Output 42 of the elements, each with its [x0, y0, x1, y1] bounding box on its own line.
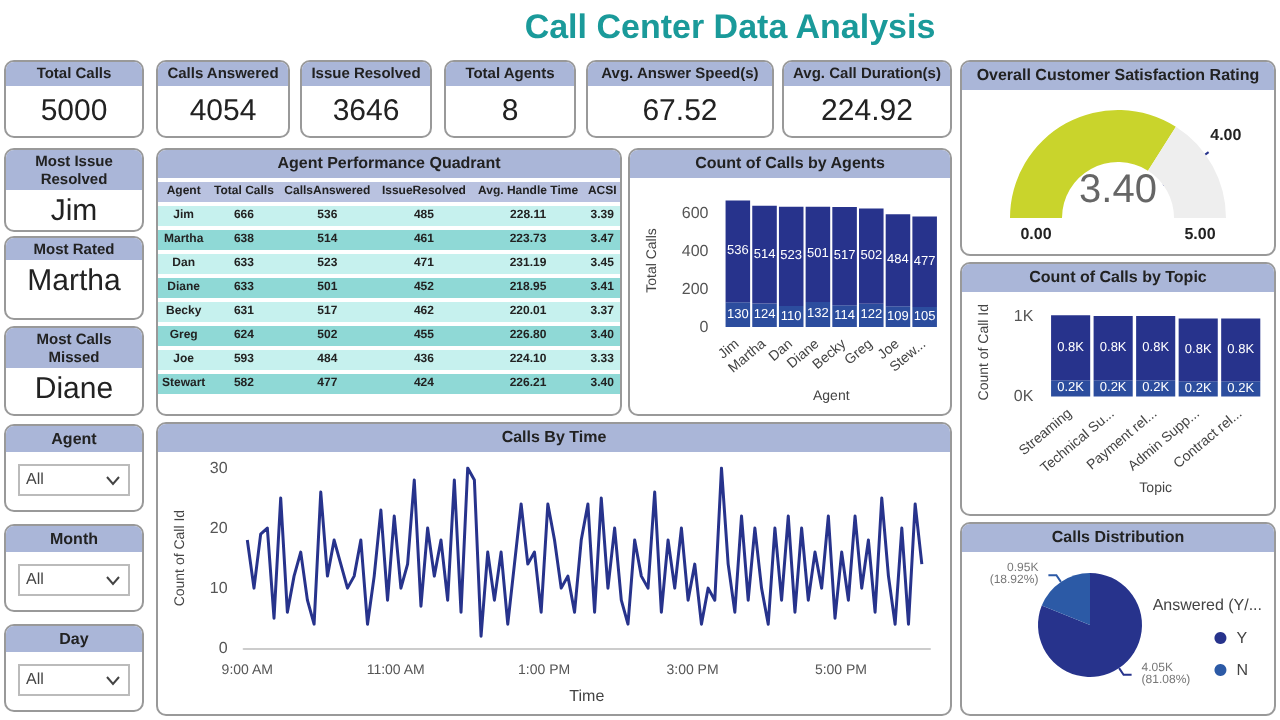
bar — [1051, 315, 1091, 381]
text: All — [18, 464, 130, 496]
chart-title: Count of Calls by Topic — [962, 264, 1274, 292]
y-tick-label: 200 — [681, 279, 710, 298]
y-tick-label: 400 — [681, 241, 710, 260]
y-tick-label: 1K — [1013, 307, 1035, 326]
y-tick-label: 30 — [209, 459, 229, 477]
text: Agent — [6, 426, 142, 452]
line-series — [245, 466, 924, 638]
text: 5000 — [40, 94, 108, 128]
chart-title: Calls Distribution — [962, 524, 1274, 552]
text: Diane — [32, 370, 116, 410]
text: 4054 — [189, 94, 257, 128]
y-tick-label: 0 — [699, 317, 710, 336]
text: 67.52 — [642, 94, 718, 128]
chart-title: Overall Customer Satisfaction Rating — [962, 62, 1274, 90]
legend-title: Answered (Y/... — [1152, 596, 1262, 615]
text: 5.00 — [1184, 225, 1217, 243]
text: Agent Performance Quadrant — [158, 150, 620, 178]
y-tick-label: 600 — [681, 204, 710, 222]
y-tick-label: 10 — [209, 579, 229, 598]
y-tick-label: 0K — [1013, 387, 1035, 406]
text: 3.40 — [1079, 168, 1157, 212]
legend-label: Y — [1236, 629, 1249, 648]
text: 8 — [501, 94, 519, 128]
text: Jim — [48, 192, 100, 232]
chart-title: Calls By Time — [158, 424, 950, 452]
text: Call Center Data Analysis — [522, 8, 938, 48]
x-axis-title: Time — [569, 687, 606, 705]
y-tick-label: 0 — [218, 639, 229, 658]
text: 4.00 — [1210, 125, 1243, 144]
legend-label: N — [1236, 661, 1249, 680]
text: 224.92 — [821, 94, 913, 128]
text: 3646 — [332, 94, 400, 128]
text: Martha — [25, 262, 123, 302]
text: Month — [6, 526, 142, 552]
chart-title: Count of Calls by Agents — [630, 150, 950, 178]
text: All — [18, 664, 130, 696]
text: 0.00 — [1020, 225, 1053, 243]
text: Day — [6, 626, 142, 652]
y-tick-label: 20 — [209, 519, 229, 538]
text: All — [18, 564, 130, 596]
